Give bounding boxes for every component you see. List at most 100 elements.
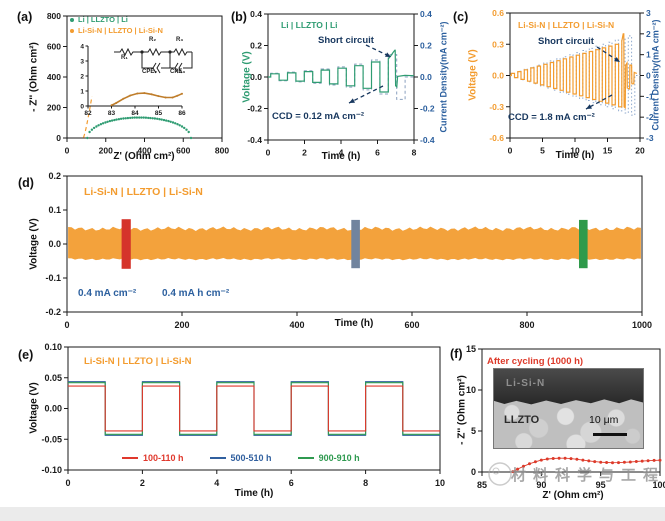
svg-text:0: 0 — [471, 467, 476, 477]
svg-text:-0.3: -0.3 — [489, 102, 504, 112]
sem-scale-bar — [593, 433, 627, 436]
svg-text:400: 400 — [289, 320, 304, 330]
panel-c-xlabel: Time (h) — [555, 150, 595, 161]
svg-text:0.0: 0.0 — [492, 71, 504, 81]
panel-d-xlabel: Time (h) — [334, 318, 374, 329]
svg-text:3: 3 — [80, 58, 84, 65]
svg-text:200: 200 — [47, 103, 61, 113]
svg-text:-0.6: -0.6 — [489, 133, 504, 143]
svg-text:2: 2 — [646, 29, 651, 39]
svg-text:0: 0 — [80, 103, 84, 110]
panel-d-title: Li-Si-N | LLZTO | Li-Si-N — [84, 186, 203, 198]
panel-e-title: Li-Si-N | LLZTO | Li-Si-N — [84, 356, 192, 367]
panel-d-letter: (d) — [18, 176, 34, 190]
svg-text:4: 4 — [339, 148, 344, 158]
svg-text:0.3: 0.3 — [492, 39, 504, 49]
svg-text:-0.2: -0.2 — [247, 104, 262, 114]
svg-text:10: 10 — [466, 385, 476, 395]
legend-line-100-110h — [122, 457, 138, 459]
svg-text:600: 600 — [47, 42, 61, 52]
svg-text:0.4: 0.4 — [250, 9, 262, 19]
svg-text:1000: 1000 — [632, 320, 652, 330]
legend-item-500-510h: 500-510 h — [209, 453, 272, 463]
panel-c-title: Li-Si-N | LLZTO | Li-Si-N — [518, 20, 615, 30]
svg-text:200: 200 — [174, 320, 189, 330]
svg-text:1: 1 — [80, 88, 84, 95]
svg-text:600: 600 — [176, 146, 190, 156]
svg-text:-0.4: -0.4 — [420, 135, 435, 145]
svg-text:10: 10 — [435, 478, 445, 488]
svg-text:800: 800 — [519, 320, 534, 330]
svg-text:5: 5 — [471, 426, 476, 436]
circuit-label-r3: R₃ — [176, 37, 184, 43]
panel-a-ylabel: - Z'' (Ohm cm²) — [28, 42, 40, 112]
svg-text:2: 2 — [302, 148, 307, 158]
legend-line-500-510h — [209, 457, 226, 459]
panel-a-legend: Li | LLZTO | Li Li-Si-N | LLZTO | Li-Si-… — [70, 15, 163, 35]
legend-label-900-910h: 900-910 h — [318, 453, 360, 463]
svg-text:0.2: 0.2 — [420, 41, 432, 51]
panel-b-ccd-annotation: CCD = 0.12 mA cm⁻² — [272, 111, 365, 122]
panel-f-chart: 85 90 95 100 0 5 10 15 — [466, 344, 665, 490]
legend-marker-li — [70, 17, 74, 22]
panel-c-letter: (c) — [453, 10, 469, 24]
svg-text:1: 1 — [646, 50, 651, 60]
svg-text:100: 100 — [652, 480, 665, 490]
panel-c-ylabel: Voltage (V) — [467, 49, 479, 101]
legend-label-lisin: Li-Si-N | LLZTO | Li-Si-N — [78, 26, 163, 35]
svg-text:84: 84 — [131, 110, 139, 116]
panel-f-xlabel: Z' (Ohm cm²) — [542, 490, 604, 501]
svg-text:-0.10: -0.10 — [41, 465, 62, 475]
panel-a-xlabel: Z' (Ohm cm²) — [113, 151, 175, 162]
panel-e-chart: 0 2 4 6 8 10 -0.10 -0.05 0.00 0.05 0.10 — [41, 342, 445, 488]
svg-text:400: 400 — [137, 146, 151, 156]
panel-f-ylabel: - Z'' (Ohm cm²) — [456, 375, 468, 445]
svg-text:8: 8 — [412, 148, 417, 158]
legend-label-li: Li | LLZTO | Li — [78, 15, 128, 24]
sem-llzto-label: LLZTO — [504, 414, 540, 426]
svg-text:0: 0 — [266, 148, 271, 158]
panel-e-ylabel: Voltage (V) — [28, 382, 40, 434]
svg-text:4: 4 — [214, 478, 219, 488]
panel-d-chart: 0 200 400 600 800 1000 -0.2 -0.1 0.0 0.1 0.2 — [45, 171, 652, 330]
svg-text:-0.4: -0.4 — [247, 135, 262, 145]
svg-text:-0.2: -0.2 — [45, 307, 61, 317]
svg-text:8: 8 — [363, 478, 368, 488]
svg-text:82: 82 — [84, 110, 92, 116]
svg-text:0: 0 — [64, 320, 69, 330]
svg-text:6: 6 — [289, 478, 294, 488]
svg-text:800: 800 — [215, 146, 229, 156]
panel-a-inset-chart: 82 83 84 85 86 0 1 2 3 4 — [80, 43, 186, 116]
legend-item-100-110h: 100-110 h — [122, 453, 184, 463]
svg-text:5: 5 — [540, 146, 545, 156]
svg-text:0: 0 — [65, 146, 70, 156]
page-bottom-strip — [0, 507, 665, 521]
legend-label-100-110h: 100-110 h — [143, 453, 184, 463]
circuit-label-r1: R₁ — [121, 55, 128, 61]
svg-text:10: 10 — [570, 146, 580, 156]
svg-text:0: 0 — [646, 71, 651, 81]
sem-lisin-layer — [494, 369, 643, 405]
circuit-label-r2: R₂ — [149, 37, 156, 43]
svg-text:0.6: 0.6 — [492, 8, 504, 18]
svg-text:86: 86 — [178, 110, 186, 116]
svg-text:0.0: 0.0 — [48, 239, 61, 249]
equivalent-circuit-diagram — [114, 47, 193, 74]
svg-text:2: 2 — [80, 73, 84, 80]
svg-text:83: 83 — [108, 110, 116, 116]
panel-b-ylabel: Voltage (V) — [241, 51, 253, 103]
panel-d-current-density-annotation: 0.4 mA cm⁻² — [78, 288, 137, 299]
legend-item-900-910h: 900-910 h — [297, 453, 360, 463]
watermark-text: 材料科学与工程 — [511, 467, 665, 484]
legend-marker-lisin — [70, 28, 74, 33]
svg-text:400: 400 — [47, 72, 61, 82]
panel-c-y2label: Current Density(mA cm⁻²) — [650, 19, 661, 131]
svg-text:0.4: 0.4 — [420, 9, 432, 19]
svg-text:0.2: 0.2 — [250, 41, 262, 51]
svg-text:200: 200 — [99, 146, 113, 156]
panel-b-letter: (b) — [231, 10, 247, 24]
svg-text:-3: -3 — [646, 133, 654, 143]
svg-text:0: 0 — [508, 146, 513, 156]
svg-text:95: 95 — [596, 480, 606, 490]
